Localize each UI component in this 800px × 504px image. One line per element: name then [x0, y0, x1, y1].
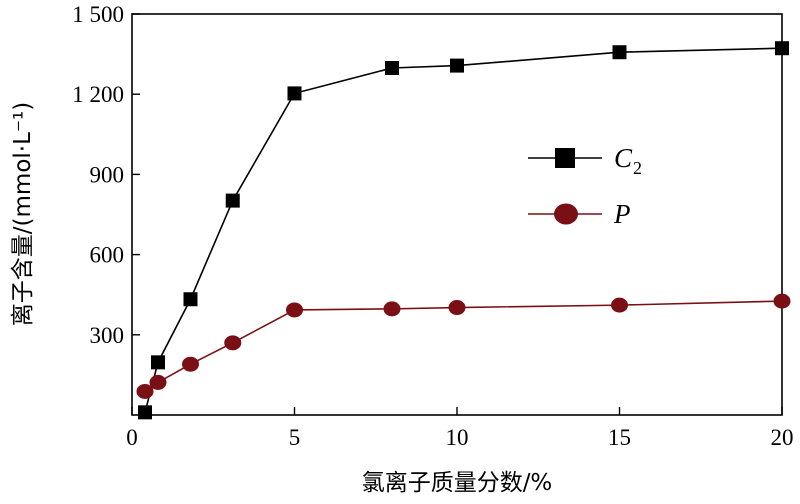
- series-p-point: [182, 356, 199, 372]
- x-tick-label: 15: [608, 425, 631, 450]
- x-tick-label: 0: [126, 425, 138, 450]
- series-p-point: [383, 301, 401, 317]
- y-tick-label: 1 500: [72, 2, 124, 27]
- x-axis-ticks: 0 5 10 15 20: [126, 407, 794, 450]
- series-c2-point: [775, 41, 789, 56]
- x-tick-label: 20: [771, 425, 794, 450]
- series-c2-point: [450, 58, 464, 73]
- legend-c2-label: C2: [614, 143, 642, 178]
- x-tick-label: 10: [446, 425, 469, 450]
- series-p-line: [144, 300, 783, 393]
- series-c2-point: [612, 45, 627, 60]
- y-axis-ticks: 300 600 900 1 200 1 500: [72, 2, 140, 348]
- y-tick-label: 1 200: [72, 82, 124, 107]
- series-layer: [136, 41, 791, 420]
- series-c2-point: [225, 193, 240, 208]
- y-axis-title: 离子含量/(mmol·L⁻¹): [10, 102, 36, 326]
- series-p-point: [286, 302, 303, 318]
- x-axis-title: 氯离子质量分数/%: [362, 470, 553, 496]
- series-p-point: [773, 293, 791, 309]
- series-c2-line: [144, 47, 783, 413]
- series-c2-point: [183, 292, 198, 307]
- legend-c2-marker: [555, 148, 575, 168]
- series-c2-point: [385, 61, 399, 76]
- legend-p-label: P: [613, 199, 631, 229]
- y-tick-label: 300: [90, 323, 125, 348]
- series-p-point: [136, 383, 154, 399]
- series-p-point: [224, 335, 242, 351]
- y-tick-label: 600: [90, 243, 125, 268]
- series-c2-point: [151, 355, 165, 370]
- series-p-point: [448, 300, 466, 316]
- legend: C2 P: [528, 143, 642, 229]
- y-tick-label: 900: [90, 162, 125, 187]
- x-tick-label: 5: [289, 425, 301, 450]
- series-c2-point: [287, 86, 302, 101]
- series-p-point: [611, 297, 628, 313]
- plot-frame: [131, 13, 783, 416]
- series-p-point: [149, 374, 167, 390]
- legend-p-marker: [554, 203, 578, 225]
- series-c2-point: [138, 405, 152, 420]
